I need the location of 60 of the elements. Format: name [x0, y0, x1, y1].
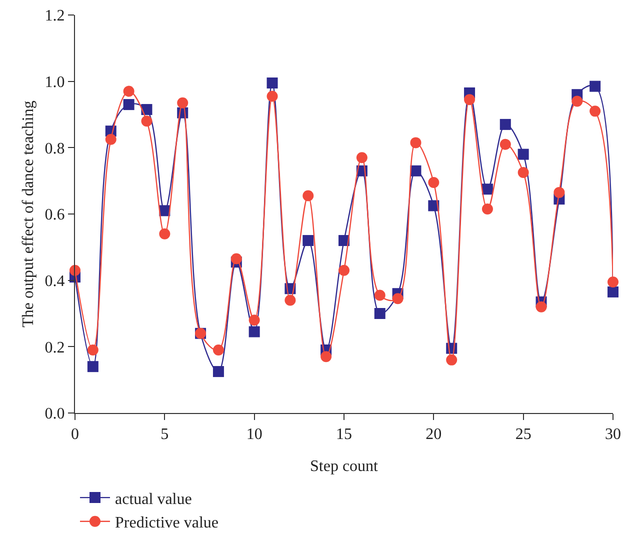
point [464, 94, 476, 106]
point [266, 77, 278, 88]
point [482, 204, 493, 215]
legend-label: actual value [115, 490, 192, 508]
point [590, 106, 601, 117]
point [141, 104, 152, 116]
point [87, 361, 98, 372]
y-axis-title: The output effect of dance teaching [20, 100, 37, 328]
point [518, 167, 529, 178]
y-tick-label: 0.4 [44, 272, 65, 290]
point [356, 152, 368, 164]
y-tick-label: 0.8 [44, 140, 65, 158]
x-tick-label: 25 [515, 426, 532, 444]
point [266, 90, 278, 102]
point [482, 184, 493, 195]
y-tick-label: 1.2 [44, 8, 65, 25]
point [212, 344, 224, 356]
x-tick-label: 15 [336, 426, 352, 444]
point [338, 264, 350, 276]
point [248, 326, 260, 338]
point [500, 118, 511, 130]
point [374, 308, 386, 319]
x-tick-label: 0 [71, 426, 79, 444]
x-tick-label: 10 [246, 426, 262, 444]
point [177, 97, 188, 108]
point [159, 228, 170, 240]
point [374, 290, 386, 301]
x-tick-label: 30 [605, 426, 621, 444]
legend-label: Predictive value [115, 514, 219, 532]
point [392, 293, 404, 304]
point [141, 116, 152, 127]
x-axis-title: Step count [310, 458, 379, 475]
y-tick-label: 1.0 [44, 74, 65, 91]
x-tick-label: 5 [160, 426, 169, 444]
y-tick-label: 0.2 [44, 339, 65, 356]
point [554, 186, 565, 198]
point [87, 344, 98, 356]
point [608, 286, 618, 298]
point [446, 354, 458, 366]
point [608, 276, 618, 288]
point [302, 235, 314, 246]
point [410, 137, 422, 148]
point [428, 176, 440, 188]
point [500, 138, 511, 150]
point [105, 134, 116, 145]
y-tick-label: 0.0 [44, 406, 65, 423]
point [248, 314, 260, 326]
point [230, 253, 242, 264]
x-tick-label: 20 [426, 426, 442, 444]
point [212, 366, 224, 378]
point [123, 99, 134, 110]
point [590, 80, 601, 92]
y-tick-label: 0.6 [44, 206, 65, 224]
point [302, 190, 314, 202]
point [536, 301, 547, 312]
point [320, 351, 332, 362]
point [123, 86, 134, 97]
point [572, 96, 583, 107]
point [284, 294, 296, 306]
point [518, 148, 529, 160]
